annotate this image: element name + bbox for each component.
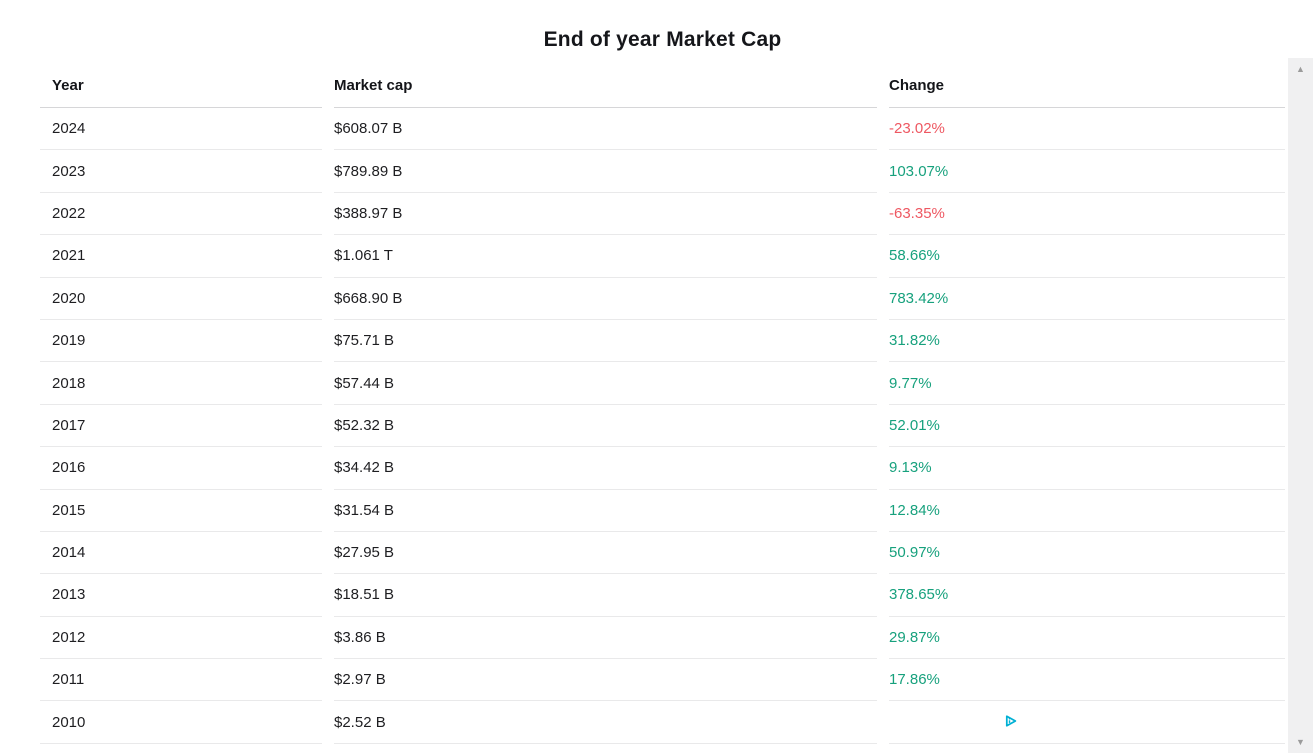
market-cap-table: Year Market cap Change 2024 $608.07 B -23.… xyxy=(40,64,1285,744)
vertical-scrollbar[interactable]: ▲ ▼ xyxy=(1288,58,1313,753)
cell-change: 103.07% xyxy=(889,150,1285,193)
cell-market-cap: $31.54 B xyxy=(334,490,877,532)
cell-year: 2017 xyxy=(40,405,322,448)
table-grid: Year Market cap Change 2024 $608.07 B -23.… xyxy=(40,64,1285,744)
cell-year: 2016 xyxy=(40,447,322,490)
cell-year: 2010 xyxy=(40,701,322,744)
cell-market-cap: $789.89 B xyxy=(334,150,877,193)
cell-market-cap: $27.95 B xyxy=(334,532,877,575)
cell-market-cap: $668.90 B xyxy=(334,278,877,320)
cell-change: -63.35% xyxy=(889,193,1285,236)
cell-change: -23.02% xyxy=(889,108,1285,151)
cell-change: 12.84% xyxy=(889,490,1285,532)
adchoices-icon[interactable] xyxy=(1004,714,1018,728)
cell-year: 2011 xyxy=(40,659,322,702)
scroll-up-arrow-icon[interactable]: ▲ xyxy=(1296,63,1305,74)
cell-year: 2019 xyxy=(40,320,322,363)
cell-change: 50.97% xyxy=(889,532,1285,575)
cell-market-cap: $2.52 B xyxy=(334,701,877,744)
cell-year: 2020 xyxy=(40,278,322,320)
cell-market-cap: $57.44 B xyxy=(334,362,877,405)
cell-market-cap: $608.07 B xyxy=(334,108,877,151)
cell-year: 2022 xyxy=(40,193,322,236)
cell-market-cap: $52.32 B xyxy=(334,405,877,448)
cell-change: 52.01% xyxy=(889,405,1285,448)
cell-market-cap: $3.86 B xyxy=(334,617,877,660)
column-header-market-cap: Market cap xyxy=(334,64,877,108)
cell-year: 2021 xyxy=(40,235,322,278)
cell-change: 9.13% xyxy=(889,447,1285,490)
cell-market-cap: $1.061 T xyxy=(334,235,877,278)
scroll-down-arrow-icon[interactable]: ▼ xyxy=(1296,736,1305,747)
cell-change: 17.86% xyxy=(889,659,1285,702)
cell-market-cap: $75.71 B xyxy=(334,320,877,363)
cell-market-cap: $18.51 B xyxy=(334,574,877,617)
cell-change: 29.87% xyxy=(889,617,1285,660)
column-header-year: Year xyxy=(40,64,322,108)
cell-year: 2014 xyxy=(40,532,322,575)
cell-change: 31.82% xyxy=(889,320,1285,363)
cell-year: 2015 xyxy=(40,490,322,532)
cell-year: 2024 xyxy=(40,108,322,151)
cell-year: 2013 xyxy=(40,574,322,617)
cell-year: 2023 xyxy=(40,150,322,193)
cell-change: 9.77% xyxy=(889,362,1285,405)
cell-change: 58.66% xyxy=(889,235,1285,278)
column-header-change: Change xyxy=(889,64,1285,108)
cell-change: 378.65% xyxy=(889,574,1285,617)
cell-market-cap: $2.97 B xyxy=(334,659,877,702)
cell-market-cap: $388.97 B xyxy=(334,193,877,236)
cell-change: 783.42% xyxy=(889,278,1285,320)
cell-year: 2012 xyxy=(40,617,322,660)
page-title: End of year Market Cap xyxy=(543,28,782,51)
cell-change xyxy=(889,701,1285,744)
cell-year: 2018 xyxy=(40,362,322,405)
cell-market-cap: $34.42 B xyxy=(334,447,877,490)
